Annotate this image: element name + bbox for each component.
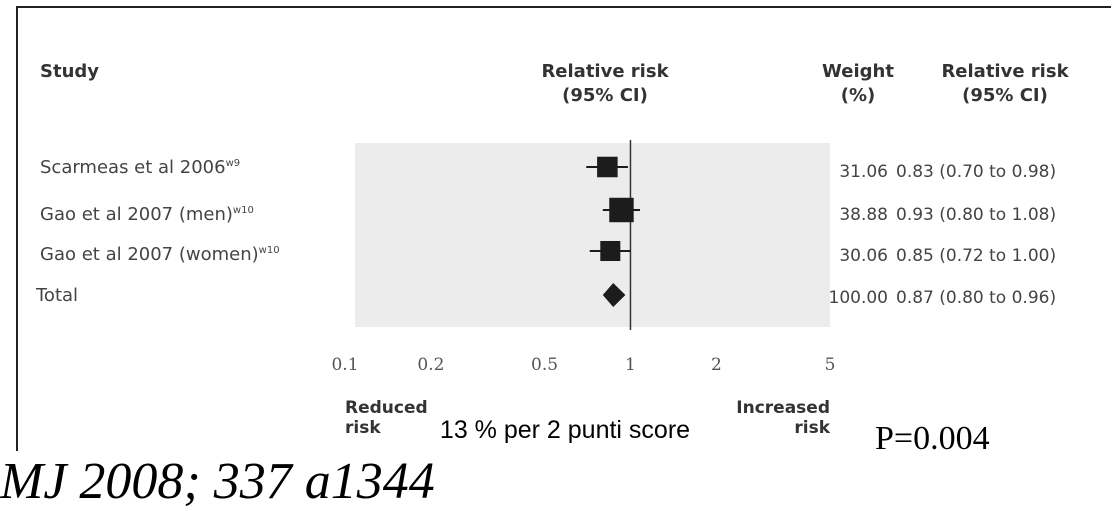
x-tick-label-0.2: 0.2 [417,355,444,375]
header-weight: Weight (%) [822,61,894,106]
x-tick-label-0.1: 0.1 [331,355,358,375]
total-diamond [602,283,626,307]
x-tick-label-0.5: 0.5 [531,355,558,375]
x-tick-label-5: 5 [825,355,836,375]
p-value: P=0.004 [875,420,990,457]
study-label-row-2: Gao et al 2007 (men)w10 [40,204,254,225]
increased-risk-label: Increased risk [736,398,830,438]
caption-text: 13 % per 2 punti score [439,416,691,444]
study-label-row-3: Gao et al 2007 (women)w10 [40,244,280,265]
header-study: Study [40,61,100,82]
ci-row-3: 0.85 (0.72 to 1.00) [896,246,1057,266]
x-tick-label-1: 1 [625,355,636,375]
weight-row-2: 38.88 [839,205,888,225]
reduced-risk-label: Reduced risk [345,398,428,438]
study-label-row-1: Scarmeas et al 2006w9 [40,157,241,178]
point-estimate-row-3 [600,240,621,262]
header-relative-risk: Relative risk (95% CI) [541,61,669,106]
weight-row-3: 30.06 [839,246,888,266]
weight-total: 100.00 [828,288,888,308]
figure-frame [16,6,1111,451]
ci-row-1: 0.83 (0.70 to 0.98) [896,162,1057,182]
point-estimate-row-2 [609,197,634,223]
citation-text: MJ 2008; 337 a1344 [0,453,435,510]
study-label-total: Total [36,285,79,306]
ci-row-2: 0.93 (0.80 to 1.08) [896,205,1057,225]
weight-row-1: 31.06 [839,162,888,182]
x-tick-label-2: 2 [711,355,722,375]
plot-panel [355,143,830,327]
ci-total: 0.87 (0.80 to 0.96) [896,288,1057,308]
header-relative-risk-ci: Relative risk (95% CI) [941,61,1069,106]
point-estimate-row-1 [597,156,618,178]
